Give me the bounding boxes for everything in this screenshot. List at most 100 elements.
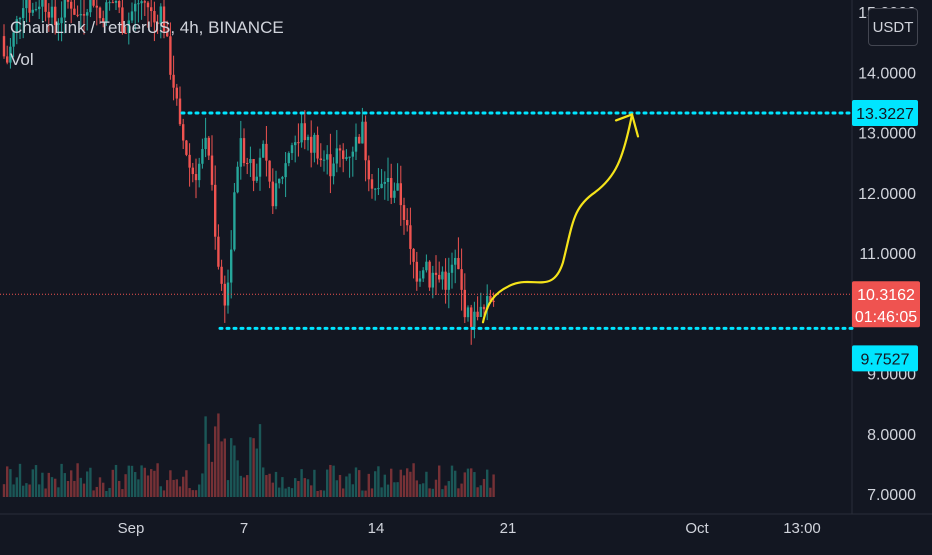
volume-bar	[159, 486, 162, 497]
volume-bar	[463, 472, 466, 497]
candle-body	[121, 7, 124, 33]
candle-body	[182, 124, 185, 141]
candle-body	[12, 32, 15, 47]
volume-bar	[41, 472, 44, 497]
candle-body	[297, 142, 300, 144]
support-price-label: 9.7527	[861, 351, 910, 368]
volume-bar	[105, 490, 108, 497]
candle-body	[60, 17, 63, 24]
volume-bar	[406, 468, 409, 497]
y-tick-label: 7.0000	[867, 487, 916, 504]
last-price-label: 10.3162	[857, 287, 915, 304]
volume-bar	[185, 470, 188, 497]
candle-body	[361, 121, 364, 144]
volume-bar	[140, 465, 143, 497]
candle-body	[377, 188, 380, 190]
candle-body	[242, 138, 246, 164]
candle-body	[214, 184, 217, 237]
candle-body	[374, 188, 377, 190]
currency-button[interactable]: USDT	[868, 8, 918, 46]
candle-body	[150, 7, 153, 12]
volume-bar	[34, 465, 38, 497]
candle-body	[73, 8, 76, 15]
volume-bar	[486, 469, 489, 497]
volume-bar	[134, 472, 137, 497]
candle-body	[364, 121, 367, 161]
candle-body	[108, 2, 111, 4]
candle-body	[390, 177, 393, 198]
volume-bar	[191, 490, 194, 497]
volume-bar	[402, 475, 406, 497]
volume-bar	[150, 469, 153, 497]
volume-bar	[278, 487, 281, 497]
candle-body	[284, 163, 287, 178]
candle-body	[402, 205, 406, 220]
volume-bar	[210, 461, 214, 497]
candle-body	[306, 136, 310, 141]
candle-body	[236, 166, 239, 193]
volume-bar	[358, 470, 361, 497]
volume-bar	[425, 471, 428, 497]
resistance-price-label: 13.3227	[856, 106, 914, 123]
candle-body	[127, 20, 130, 34]
volume-bar	[306, 479, 310, 497]
candle-body	[300, 123, 303, 143]
volume-bar	[121, 489, 124, 497]
candle-body	[351, 151, 354, 157]
candle-body	[482, 306, 486, 310]
candle-body	[92, 0, 95, 6]
candle-body	[278, 178, 281, 184]
candle-body	[44, 0, 47, 12]
candle-body	[342, 150, 345, 159]
volume-bar	[182, 476, 185, 497]
candle-body	[329, 154, 332, 177]
volume-bar	[6, 466, 9, 497]
volume-bar	[201, 473, 204, 497]
volume-bar	[198, 484, 201, 497]
volume-bar	[57, 487, 60, 497]
candle-body	[54, 6, 57, 25]
volume-bar	[386, 484, 390, 497]
volume-bar	[457, 488, 460, 497]
volume-bar	[146, 475, 150, 497]
candle-body	[316, 134, 319, 159]
volume-bar	[220, 441, 223, 497]
candle-body	[274, 183, 278, 207]
volume-bar	[361, 490, 364, 497]
candle-body	[326, 154, 329, 160]
projection-arrowhead	[614, 113, 640, 138]
volume-bar	[76, 463, 79, 497]
volume-bar	[262, 467, 265, 497]
volume-bar	[466, 468, 470, 497]
volume-bar	[230, 438, 233, 497]
volume-bar	[345, 476, 348, 497]
candle-body	[162, 6, 166, 32]
candle-body	[201, 149, 204, 164]
candle-body	[28, 0, 31, 13]
volume-bar	[268, 473, 271, 497]
volume-bar	[108, 487, 111, 497]
y-tick-label: 13.0000	[858, 126, 916, 143]
candle-body	[220, 266, 223, 284]
projection-curve[interactable]	[481, 113, 634, 324]
volume-bar	[249, 437, 252, 497]
candle-body	[82, 14, 86, 16]
candle-body	[57, 23, 60, 25]
candle-body	[396, 183, 399, 191]
volume-bar	[12, 484, 15, 497]
candle-body	[486, 296, 489, 310]
volume-indicator-label[interactable]: Vol	[10, 50, 34, 69]
volume-bar	[172, 479, 175, 497]
candle-body	[479, 306, 482, 317]
y-tick-label: 14.0000	[858, 65, 916, 82]
volume-bar	[255, 448, 258, 497]
candle-body	[114, 0, 118, 3]
volume-bar	[476, 487, 479, 497]
candle-body	[86, 12, 89, 16]
candle-body	[412, 248, 415, 262]
volume-bar	[9, 469, 12, 497]
volume-bar	[214, 426, 217, 497]
volume-bar	[239, 475, 242, 497]
